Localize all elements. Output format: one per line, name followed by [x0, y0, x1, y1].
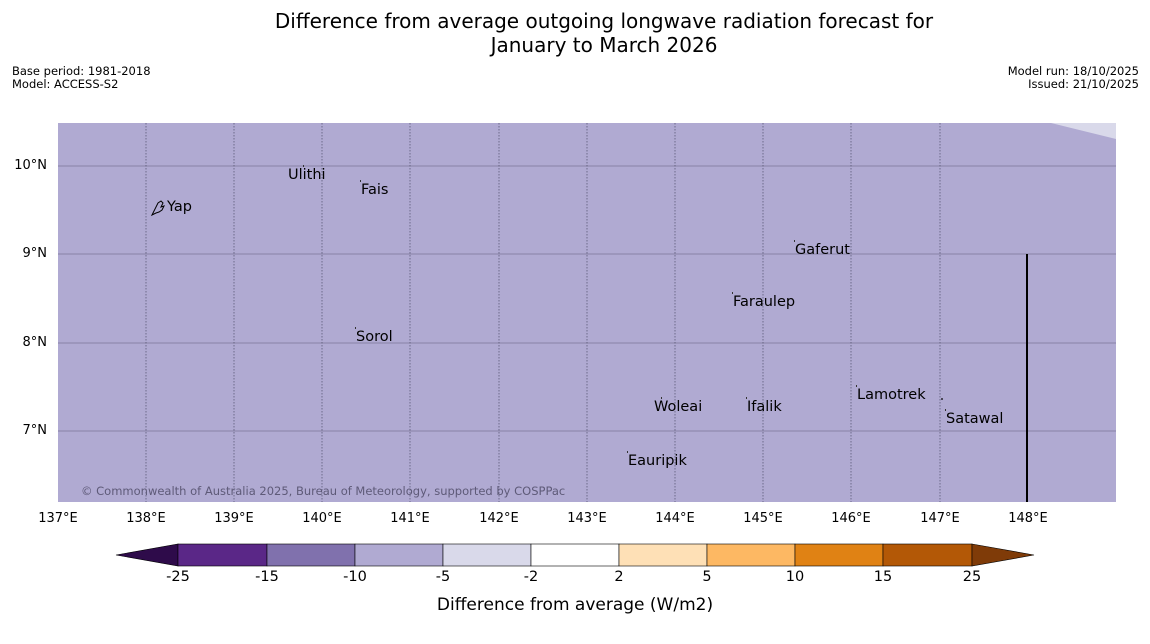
place-lamotrek: Lamotrek	[856, 385, 926, 403]
colorbar-tick-label: 25	[962, 569, 982, 585]
colorbar-tick-label: 10	[785, 569, 805, 585]
colorbar	[115, 543, 1035, 567]
lon-label-138e: 138°E	[126, 511, 166, 526]
map-panel[interactable]: © Commonwealth of Australia 2025, Bureau…	[58, 123, 1116, 502]
colorbar-bin-3	[354, 543, 444, 567]
colorbar-bin-1	[177, 543, 268, 567]
colorbar-tick-label: -10	[343, 569, 367, 585]
lat-label-7n: 7°N	[22, 423, 48, 438]
colorbar-tick-label: -5	[435, 569, 451, 585]
map-graticule	[58, 123, 1116, 502]
colorbar-tick-label: 2	[614, 569, 624, 585]
metadata-left: Base period: 1981-2018 Model: ACCESS-S2	[12, 65, 151, 91]
place-faraulep: Faraulep	[732, 292, 796, 310]
colorbar-tick-label: 15	[873, 569, 893, 585]
lon-label-145e: 145°E	[743, 511, 783, 526]
place-woleai: Woleai	[654, 397, 703, 415]
lon-label-143e: 143°E	[567, 511, 607, 526]
place-sorol: Sorol	[355, 327, 393, 345]
colorbar-bin-5	[530, 543, 620, 567]
colorbar-tick-label: -25	[166, 569, 190, 585]
copyright-notice: © Commonwealth of Australia 2025, Bureau…	[81, 484, 566, 498]
lat-label-10n: 10°N	[14, 158, 47, 173]
lamotrek-islet	[941, 398, 943, 400]
map-title: Difference from average outgoing longwav…	[0, 9, 1150, 57]
place-yap: Yap	[167, 199, 192, 215]
colorbar-bin-4	[442, 543, 532, 567]
colorbar-bin-8	[794, 543, 884, 567]
lon-label-139e: 139°E	[214, 511, 254, 526]
lon-label-146e: 146°E	[831, 511, 871, 526]
anomaly-region-light	[1051, 123, 1116, 139]
colorbar-extend-low	[115, 543, 179, 567]
metadata-right: Model run: 18/10/2025 Issued: 21/10/2025	[1008, 65, 1139, 91]
base-period: Base period: 1981-2018	[12, 64, 151, 78]
place-ulithi: Ulithi	[288, 165, 326, 183]
place-gaferut: Gaferut	[794, 240, 850, 258]
title-line-2: January to March 2026	[490, 33, 718, 57]
colorbar-tick-label: -2	[523, 569, 539, 585]
model-name: Model: ACCESS-S2	[12, 77, 119, 91]
place-satawal: Satawal	[945, 409, 1004, 427]
colorbar-extend-high	[971, 543, 1035, 567]
lat-label-9n: 9°N	[22, 246, 48, 261]
place-eauripik: Eauripik	[627, 451, 687, 469]
colorbar-bin-2	[266, 543, 356, 567]
colorbar-bin-6	[618, 543, 708, 567]
issued-date: Issued: 21/10/2025	[1028, 77, 1139, 91]
lon-label-148e: 148°E	[1008, 511, 1048, 526]
lon-label-142e: 142°E	[479, 511, 519, 526]
lon-label-141e: 141°E	[390, 511, 430, 526]
lon-label-147e: 147°E	[920, 511, 960, 526]
title-line-1: Difference from average outgoing longwav…	[274, 9, 934, 33]
place-ifalik: Ifalik	[746, 397, 782, 415]
colorbar-tick-label: 5	[702, 569, 712, 585]
yap-island-outline	[150, 200, 165, 217]
model-run: Model run: 18/10/2025	[1007, 64, 1139, 78]
lon-label-137e: 137°E	[38, 511, 78, 526]
colorbar-bin-7	[706, 543, 796, 567]
colorbar-tick-label: -15	[255, 569, 279, 585]
colorbar-title: Difference from average (W/m2)	[436, 595, 714, 615]
lon-label-140e: 140°E	[302, 511, 342, 526]
place-fais: Fais	[360, 180, 389, 198]
lat-label-8n: 8°N	[22, 335, 48, 350]
colorbar-bin-9	[882, 543, 973, 567]
lon-label-144e: 144°E	[655, 511, 695, 526]
